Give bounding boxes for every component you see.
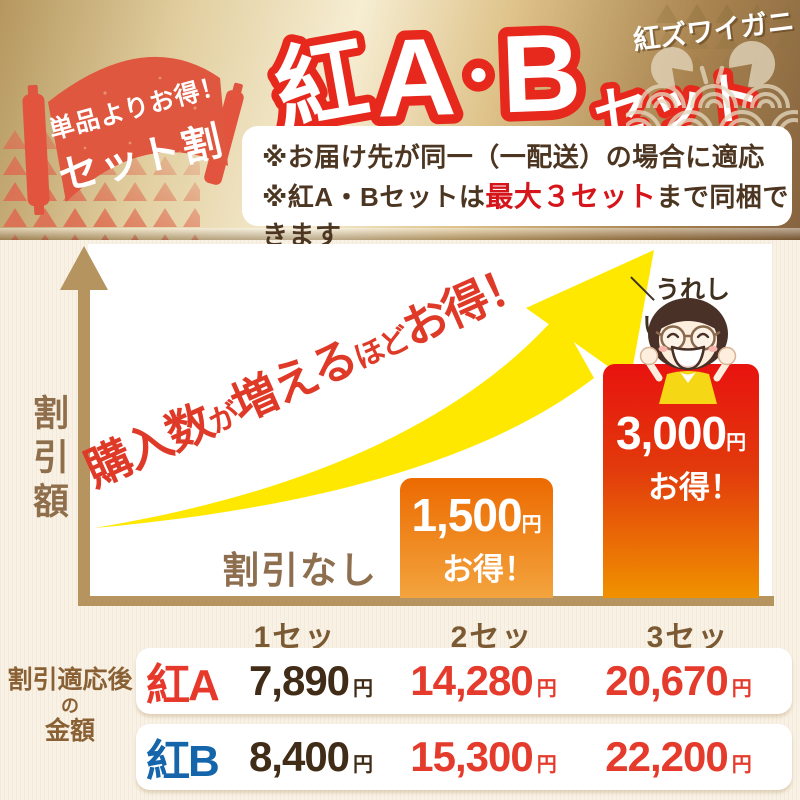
price-value: 20,670: [605, 657, 728, 704]
happy-woman-character: [639, 298, 737, 404]
price-unit: 円: [353, 678, 374, 700]
brand-text: 紅ズワイガニ: [631, 5, 796, 56]
bar3-amount: 3,000円: [603, 410, 759, 456]
bar-2set: 1,500円 お得！: [400, 478, 553, 598]
price-value: 14,280: [410, 657, 533, 704]
price-row-beni-b: 紅B 8,400 円 15,300 円 22,200 円: [136, 724, 792, 790]
price-cell: 8,400 円: [236, 733, 386, 781]
set-discount-ribbon: 単品よりお得！ セット割: [22, 56, 244, 216]
note-line2-suffix: まで同梱できます: [262, 181, 789, 251]
rising-arrow-swoosh: [94, 250, 654, 528]
band-bevel-edge: [0, 228, 800, 240]
price-cell: 14,280 円: [386, 657, 581, 705]
crab-brand-logo: 紅ズワイガニ 紅ズワイガニ: [626, 5, 798, 135]
product-name-beni-b: 紅B: [146, 737, 220, 786]
table-header-line2: の: [61, 695, 79, 716]
conditions-note-box: ※お届け先が同一（一配送）の場合に適応 ※紅A・Bセットは最大３セットまで同梱で…: [242, 126, 792, 250]
price-unit: 円: [536, 678, 557, 700]
price-cell: 20,670 円: [581, 657, 776, 705]
bar1-label-no-discount: 割引なし: [222, 550, 378, 591]
table-row-header: 割引適応後 の 金額: [4, 666, 136, 746]
price-value: 22,200: [605, 733, 728, 780]
bar3-otoku: お得！: [648, 470, 741, 505]
price-cell: 22,200 円: [581, 733, 776, 781]
y-axis-line: [78, 284, 90, 598]
bar3-unit: 円: [726, 432, 747, 454]
price-cell: 7,890 円: [236, 657, 386, 705]
product-name-beni-a: 紅A: [146, 661, 220, 710]
price-value: 8,400: [248, 733, 350, 780]
price-unit: 円: [731, 754, 752, 776]
bar-3set: 3,000円 お得！: [603, 364, 759, 598]
discount-chart-plot: 購入数が増えるほどお得！ 割引なし 1,500円 お得！ 3,000円 お得！ …: [77, 244, 772, 598]
price-value: 7,890: [248, 657, 350, 704]
bar2-value: 1,500: [411, 489, 522, 541]
note-line1: ※お届け先が同一（一配送）の場合に適応: [262, 142, 765, 172]
price-cell: 15,300 円: [386, 733, 581, 781]
price-row-beni-a: 紅A 7,890 円 14,280 円 20,670 円: [136, 648, 792, 714]
table-header-line1: 割引適応後: [7, 666, 133, 694]
scroll-roller-left: [22, 84, 50, 216]
title-ab: A・B: [374, 11, 583, 141]
scroll-body: [48, 56, 228, 202]
scroll-speckles: [83, 76, 197, 155]
note-line2: ※紅A・Bセットは最大３セットまで同梱できます: [262, 177, 792, 255]
price-unit: 円: [731, 678, 752, 700]
note-line2-highlight: 最大３セット: [485, 180, 657, 212]
table-header-line3: 金額: [44, 716, 95, 745]
price-unit: 円: [353, 754, 374, 776]
bar3-value: 3,000: [615, 407, 727, 459]
y-axis-label: 割引額: [28, 394, 69, 526]
note-line2-prefix: ※紅A・Bセットは: [262, 181, 486, 212]
bar2-unit: 円: [521, 514, 542, 536]
title-a: A: [374, 15, 458, 141]
bar2-amount: 1,500円: [400, 492, 553, 538]
y-axis-arrowhead: [60, 246, 108, 290]
price-value: 15,300: [410, 733, 533, 780]
title-dot: ・: [448, 44, 508, 111]
price-unit: 円: [536, 754, 557, 776]
bar2-otoku: お得！: [442, 552, 535, 587]
title-b: B: [499, 11, 583, 137]
x-axis-line: [78, 596, 774, 606]
